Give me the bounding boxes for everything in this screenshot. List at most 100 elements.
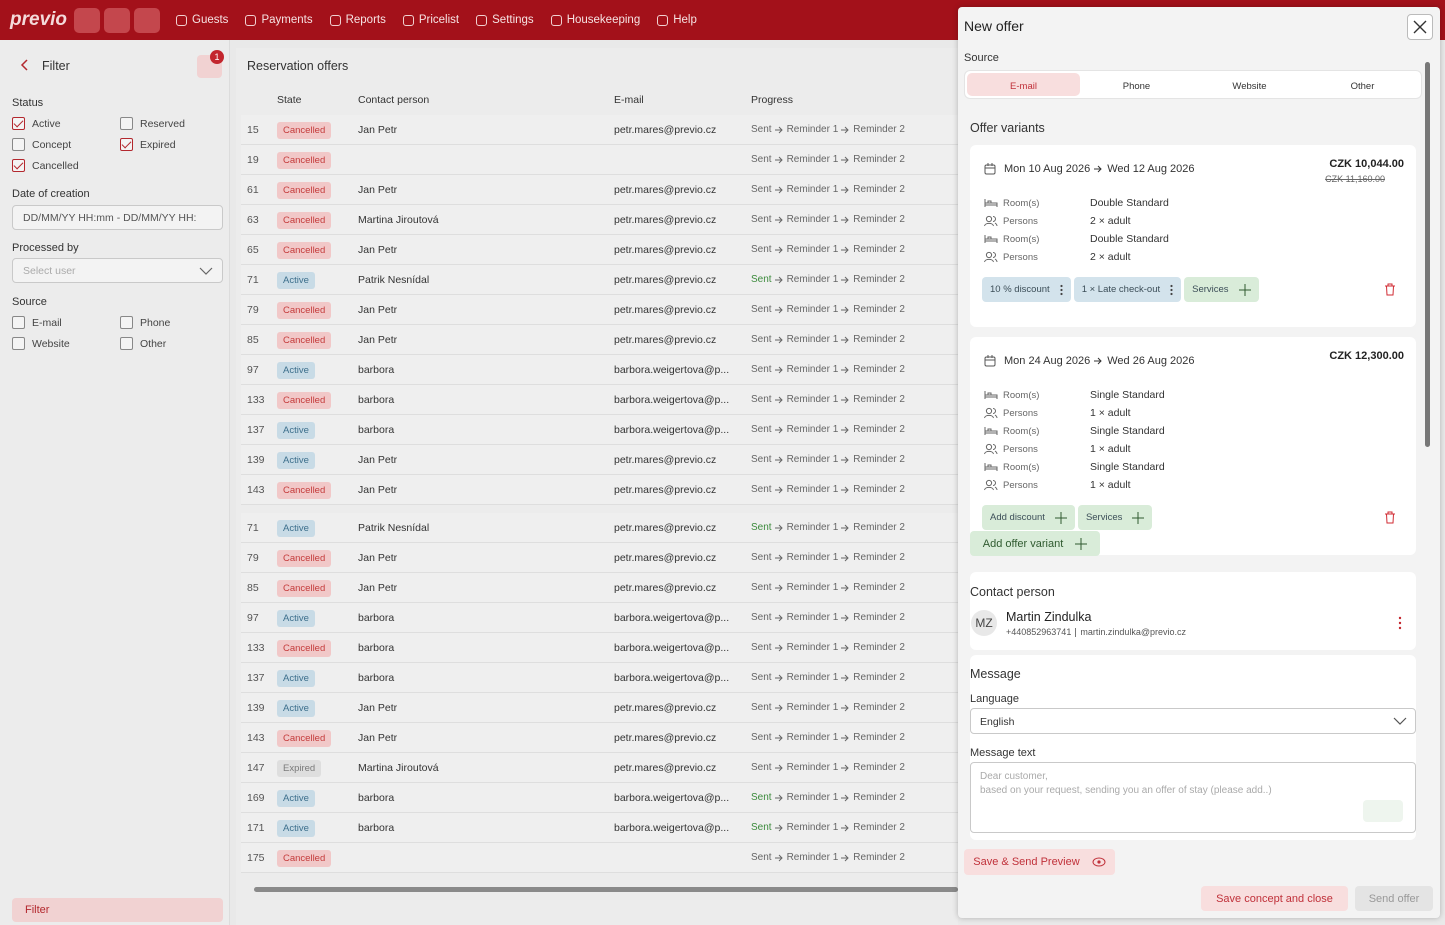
variant-tag[interactable]: Services (1077, 505, 1153, 530)
checkbox[interactable]: Reserved (120, 117, 185, 130)
source-tab[interactable]: E-mail (967, 73, 1080, 96)
nav-item[interactable]: Guests (176, 14, 228, 26)
nav-item-icon (329, 14, 341, 26)
save-concept-button[interactable]: Save concept and close (1201, 886, 1348, 911)
nav-item[interactable]: Payments (245, 14, 313, 26)
progress-step: Reminder 2 (853, 792, 905, 803)
language-select[interactable]: English (970, 708, 1416, 734)
user-select[interactable]: Select user (12, 258, 223, 283)
checkbox[interactable]: Expired (120, 138, 176, 151)
checkbox[interactable]: Other (120, 337, 166, 350)
logo[interactable]: previo (10, 9, 68, 30)
table-row[interactable]: 15 Cancelled Jan Petr petr.mares@previo.cz S… (241, 115, 958, 145)
nav-icon-button[interactable] (104, 8, 130, 33)
checkbox[interactable]: Website (12, 337, 70, 350)
table-row[interactable]: 19 Cancelled Sent Reminder 1 Reminder 2 (241, 145, 958, 175)
table-row[interactable]: 143 Cancelled Jan Petr petr.mares@previo.cz… (241, 475, 958, 505)
arrow (774, 126, 784, 134)
v-scrollbar[interactable] (1425, 62, 1430, 447)
variant-tag[interactable]: 10 % discount (982, 277, 1071, 302)
progress-step: Sent (751, 552, 772, 563)
table-row[interactable]: 97 Active barbora barbora.weigertova@p... Se… (241, 355, 958, 385)
table-row[interactable]: 79 Cancelled Jan Petr petr.mares@previo.cz S… (241, 543, 958, 573)
table-row[interactable]: 65 Cancelled Jan Petr petr.mares@previo.cz S… (241, 235, 958, 265)
email: petr.mares@previo.cz (614, 184, 717, 196)
progress-step: Sent (751, 394, 772, 405)
checkbox-box (12, 138, 25, 151)
detail-label: Persons (984, 407, 1038, 419)
arrow (774, 426, 784, 434)
table-row[interactable]: 137 Active barbora barbora.weigertova@p... S… (241, 415, 958, 445)
progress-step: Reminder 1 (786, 672, 839, 683)
table-row[interactable]: 133 Cancelled barbora barbora.weigertova@p.… (241, 385, 958, 415)
detail-icon (984, 479, 998, 491)
checkbox[interactable]: Cancelled (12, 159, 79, 172)
more-icon[interactable] (1398, 616, 1402, 630)
variant-tag[interactable]: Services (1184, 277, 1259, 302)
progress-step: Reminder 1 (786, 454, 839, 465)
checkbox[interactable]: E-mail (12, 316, 62, 329)
message-textarea[interactable]: Dear customer, based on your request, sen… (970, 762, 1416, 833)
detail-icon (984, 389, 998, 401)
row-id: 139 (247, 454, 265, 466)
detail-icon (984, 251, 998, 263)
arrow (841, 156, 850, 164)
source-tab[interactable]: Other (1350, 81, 1375, 92)
h-scrollbar[interactable] (254, 887, 958, 892)
checkbox[interactable]: Active (12, 117, 61, 130)
checkbox[interactable]: Concept (12, 138, 71, 151)
nav-item[interactable]: Help (657, 14, 697, 26)
date-from: Mon 10 Aug 2026 (1004, 163, 1091, 175)
detail-value: Single Standard (1090, 425, 1165, 437)
nav-item[interactable]: Housekeeping (550, 14, 640, 26)
source-tab[interactable]: Website (1232, 81, 1267, 92)
table-row[interactable]: 171 Active barbora barbora.weigertova@p... S… (241, 813, 958, 843)
source-label: Source (964, 52, 999, 64)
table-row[interactable]: 85 Cancelled Jan Petr petr.mares@previo.cz S… (241, 325, 958, 355)
nav-icon-button[interactable] (74, 8, 100, 33)
date-range-input[interactable]: DD/MM/YY HH:mm - DD/MM/YY HH: (12, 205, 223, 230)
table-row[interactable]: 133 Cancelled barbora barbora.weigertova@p.… (241, 633, 958, 663)
contact-person: barbora (358, 364, 395, 376)
add-variant-button[interactable]: Add offer variant (970, 531, 1100, 556)
back-icon[interactable] (20, 59, 30, 71)
email: barbora.weigertova@p... (614, 424, 730, 436)
table-row[interactable]: 175 Cancelled Sent Reminder 1 Reminder 2 (241, 843, 958, 873)
contact-person: Jan Petr (358, 304, 398, 316)
assistant-icons[interactable] (1363, 800, 1403, 822)
state-badge: Cancelled (277, 122, 332, 139)
preview-button[interactable]: Save & Send Preview (964, 849, 1115, 875)
progress-step: Reminder 1 (786, 484, 839, 495)
table-row[interactable]: 85 Cancelled Jan Petr petr.mares@previo.cz S… (241, 573, 958, 603)
detail-icon (984, 443, 998, 455)
table-row[interactable]: 63 Cancelled Martina Jiroutová petr.mares@p… (241, 205, 958, 235)
progress-step: Sent (751, 762, 772, 773)
table-row[interactable]: 139 Active Jan Petr petr.mares@previo.cz Sen… (241, 693, 958, 723)
progress-step: Reminder 2 (853, 732, 905, 743)
table-row[interactable]: 147 Expired Martina Jiroutová petr.mares@pr… (241, 753, 958, 783)
preview-text: Save & Send Preview (973, 856, 1080, 868)
nav-item[interactable]: Settings (476, 14, 534, 26)
source-tab[interactable]: Phone (1122, 81, 1151, 92)
table-row[interactable]: 71 Active Patrik Nesnídal petr.mares@previo… (241, 513, 958, 543)
table-row[interactable]: 61 Cancelled Jan Petr petr.mares@previo.cz S… (241, 175, 958, 205)
variant-tag[interactable]: 1 × Late check-out (1073, 277, 1182, 302)
variant-tag[interactable]: Add discount (982, 505, 1075, 530)
state-badge: Cancelled (277, 482, 332, 499)
table-row[interactable]: 169 Active barbora barbora.weigertova@p... S… (241, 783, 958, 813)
table-row[interactable]: 139 Active Jan Petr petr.mares@previo.cz Sen… (241, 445, 958, 475)
checkbox[interactable]: Phone (120, 316, 170, 329)
table-row[interactable]: 71 Active Patrik Nesnídal petr.mares@previo… (241, 265, 958, 295)
table-row[interactable]: 143 Cancelled Jan Petr petr.mares@previo.cz… (241, 723, 958, 753)
nav-icon-button[interactable] (134, 8, 160, 33)
contact-person: Martina Jiroutová (358, 762, 439, 774)
nav-item[interactable]: Reports (329, 14, 386, 26)
row-id: 71 (247, 274, 259, 286)
table-row[interactable]: 137 Active barbora barbora.weigertova@p... S… (241, 663, 958, 693)
filter-button[interactable]: Filter (12, 898, 223, 922)
close-button[interactable] (1407, 14, 1433, 40)
table-row[interactable]: 97 Active barbora barbora.weigertova@p... Se… (241, 603, 958, 633)
nav-item[interactable]: Pricelist (402, 14, 459, 26)
email: petr.mares@previo.cz (614, 582, 717, 594)
table-row[interactable]: 79 Cancelled Jan Petr petr.mares@previo.cz S… (241, 295, 958, 325)
